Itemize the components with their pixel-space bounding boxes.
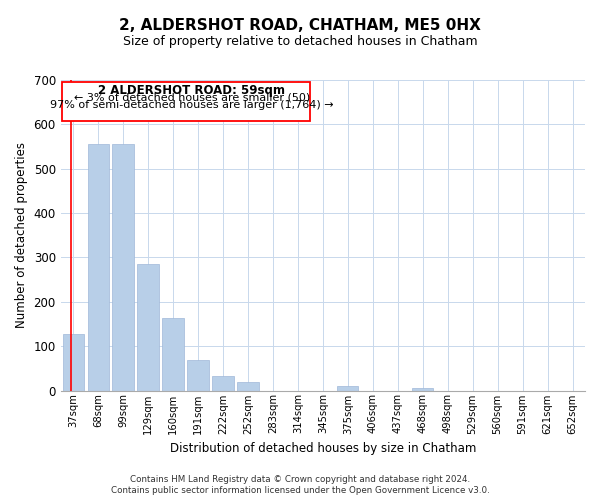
- Text: 2, ALDERSHOT ROAD, CHATHAM, ME5 0HX: 2, ALDERSHOT ROAD, CHATHAM, ME5 0HX: [119, 18, 481, 32]
- Bar: [137, 264, 158, 390]
- Bar: [412, 388, 433, 390]
- Text: 97% of semi-detached houses are larger (1,764) →: 97% of semi-detached houses are larger (…: [50, 100, 334, 110]
- Text: 2 ALDERSHOT ROAD: 59sqm: 2 ALDERSHOT ROAD: 59sqm: [98, 84, 285, 97]
- Bar: [62, 334, 84, 390]
- Y-axis label: Number of detached properties: Number of detached properties: [15, 142, 28, 328]
- Bar: [112, 144, 134, 390]
- Bar: [187, 360, 209, 390]
- Bar: [337, 386, 358, 390]
- Text: Size of property relative to detached houses in Chatham: Size of property relative to detached ho…: [122, 35, 478, 48]
- Text: ← 3% of detached houses are smaller (50): ← 3% of detached houses are smaller (50): [74, 92, 310, 102]
- Bar: [238, 382, 259, 390]
- X-axis label: Distribution of detached houses by size in Chatham: Distribution of detached houses by size …: [170, 442, 476, 455]
- Bar: [88, 144, 109, 390]
- Text: Contains HM Land Registry data © Crown copyright and database right 2024.: Contains HM Land Registry data © Crown c…: [130, 475, 470, 484]
- Bar: [212, 376, 233, 390]
- Bar: [163, 318, 184, 390]
- Text: Contains public sector information licensed under the Open Government Licence v3: Contains public sector information licen…: [110, 486, 490, 495]
- FancyBboxPatch shape: [62, 82, 310, 121]
